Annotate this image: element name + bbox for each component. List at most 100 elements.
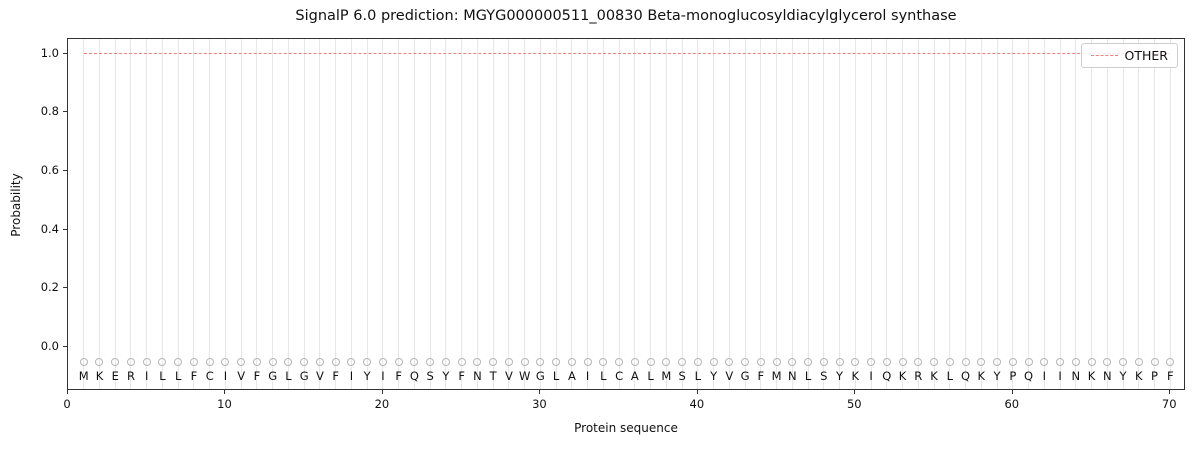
gridline [413, 39, 415, 389]
sequence-position-marker [331, 357, 340, 366]
x-tick-label: 10 [217, 397, 232, 411]
residue-letter: L [804, 368, 812, 383]
gridline [256, 39, 258, 389]
sequence-position-marker [252, 357, 261, 366]
gridline [287, 39, 289, 389]
residue-letter: C [615, 368, 624, 383]
residue-letter: N [473, 368, 482, 383]
residue-letter: K [95, 368, 104, 383]
sequence-position-marker [630, 357, 639, 366]
residue-letter: K [851, 368, 860, 383]
y-tick-label: 0.0 [40, 339, 59, 353]
residue-letter: F [458, 368, 465, 383]
residue-letter: F [253, 368, 261, 383]
sequence-position-marker [237, 357, 246, 366]
residue-letter: L [175, 368, 182, 383]
gridline [1138, 39, 1140, 389]
gridline [980, 39, 982, 389]
gridline [650, 39, 652, 389]
sequence-position-marker [552, 357, 561, 366]
residue-letter: S [678, 368, 686, 383]
gridline [130, 39, 132, 389]
sequence-position-marker [268, 357, 277, 366]
gridline [98, 39, 100, 389]
y-tick [63, 228, 67, 230]
gridline [272, 39, 274, 389]
residue-letter: C [205, 368, 214, 383]
x-tick [224, 390, 226, 394]
sequence-position-marker [835, 357, 844, 366]
residue-letter: G [740, 368, 750, 383]
x-tick-label: 40 [689, 397, 705, 411]
sequence-position-marker [788, 357, 797, 366]
residue-letter: I [1042, 368, 1046, 383]
residue-letter: V [237, 368, 246, 383]
residue-letter: Y [836, 368, 844, 383]
residue-letter: S [820, 368, 828, 383]
residue-letter: A [630, 368, 639, 383]
sequence-position-marker [504, 357, 513, 366]
gridline [492, 39, 494, 389]
gridline [476, 39, 478, 389]
gridline [177, 39, 179, 389]
sequence-position-marker [945, 357, 954, 366]
sequence-position-marker [804, 357, 813, 366]
gridline [776, 39, 778, 389]
gridline [146, 39, 148, 389]
residue-letter: L [552, 368, 560, 383]
sequence-position-marker [378, 357, 387, 366]
sequence-position-marker [772, 357, 781, 366]
y-tick-label: 0.2 [40, 280, 59, 295]
gridline [1122, 39, 1124, 389]
x-tick-label: 30 [532, 397, 547, 411]
sequence-position-marker [347, 357, 356, 366]
residue-letter: Y [442, 368, 450, 383]
sequence-position-marker [599, 357, 608, 366]
gridline [366, 39, 368, 389]
sequence-position-marker [756, 357, 765, 366]
sequence-position-marker [221, 357, 230, 366]
residue-letter: F [395, 368, 402, 383]
residue-letter: I [381, 368, 385, 383]
residue-letter: Q [1024, 368, 1034, 383]
gridline [1043, 39, 1045, 389]
residue-letter: E [111, 368, 119, 383]
sequence-position-marker [882, 357, 891, 366]
residue-letter: I [349, 368, 354, 383]
sequence-position-marker [725, 357, 734, 366]
x-axis-label: Protein sequence [574, 421, 678, 435]
gridline [870, 39, 872, 389]
gridline [461, 39, 463, 389]
x-tick [696, 390, 698, 394]
chart-title: SignalP 6.0 prediction: MGYG000000511_00… [295, 8, 957, 24]
x-tick [854, 390, 856, 394]
sequence-position-marker [1103, 357, 1112, 366]
residue-letter: L [159, 368, 166, 383]
residue-letter: F [332, 368, 339, 383]
gridline [508, 39, 510, 389]
residue-letter: L [694, 368, 702, 383]
sequence-position-marker [142, 357, 151, 366]
gridline [949, 39, 951, 389]
residue-letter: Y [1119, 368, 1127, 383]
sequence-position-marker [363, 357, 372, 366]
sequence-position-marker [1087, 357, 1096, 366]
x-tick [1011, 390, 1013, 394]
gridline [602, 39, 604, 389]
gridline [886, 39, 888, 389]
sequence-position-marker [1166, 357, 1175, 366]
sequence-position-marker [662, 357, 671, 366]
gridline [209, 39, 211, 389]
residue-letter: T [489, 368, 497, 383]
gridline [681, 39, 683, 389]
gridline [335, 39, 337, 389]
residue-letter: G [299, 368, 309, 383]
sequence-position-marker [898, 357, 907, 366]
residue-letter: Q [409, 368, 419, 383]
sequence-position-marker [473, 357, 482, 366]
residue-letter: M [78, 368, 89, 383]
x-tick [67, 390, 68, 394]
sequence-position-marker [1071, 357, 1080, 366]
sequence-position-marker [1024, 357, 1033, 366]
gridline [965, 39, 967, 389]
